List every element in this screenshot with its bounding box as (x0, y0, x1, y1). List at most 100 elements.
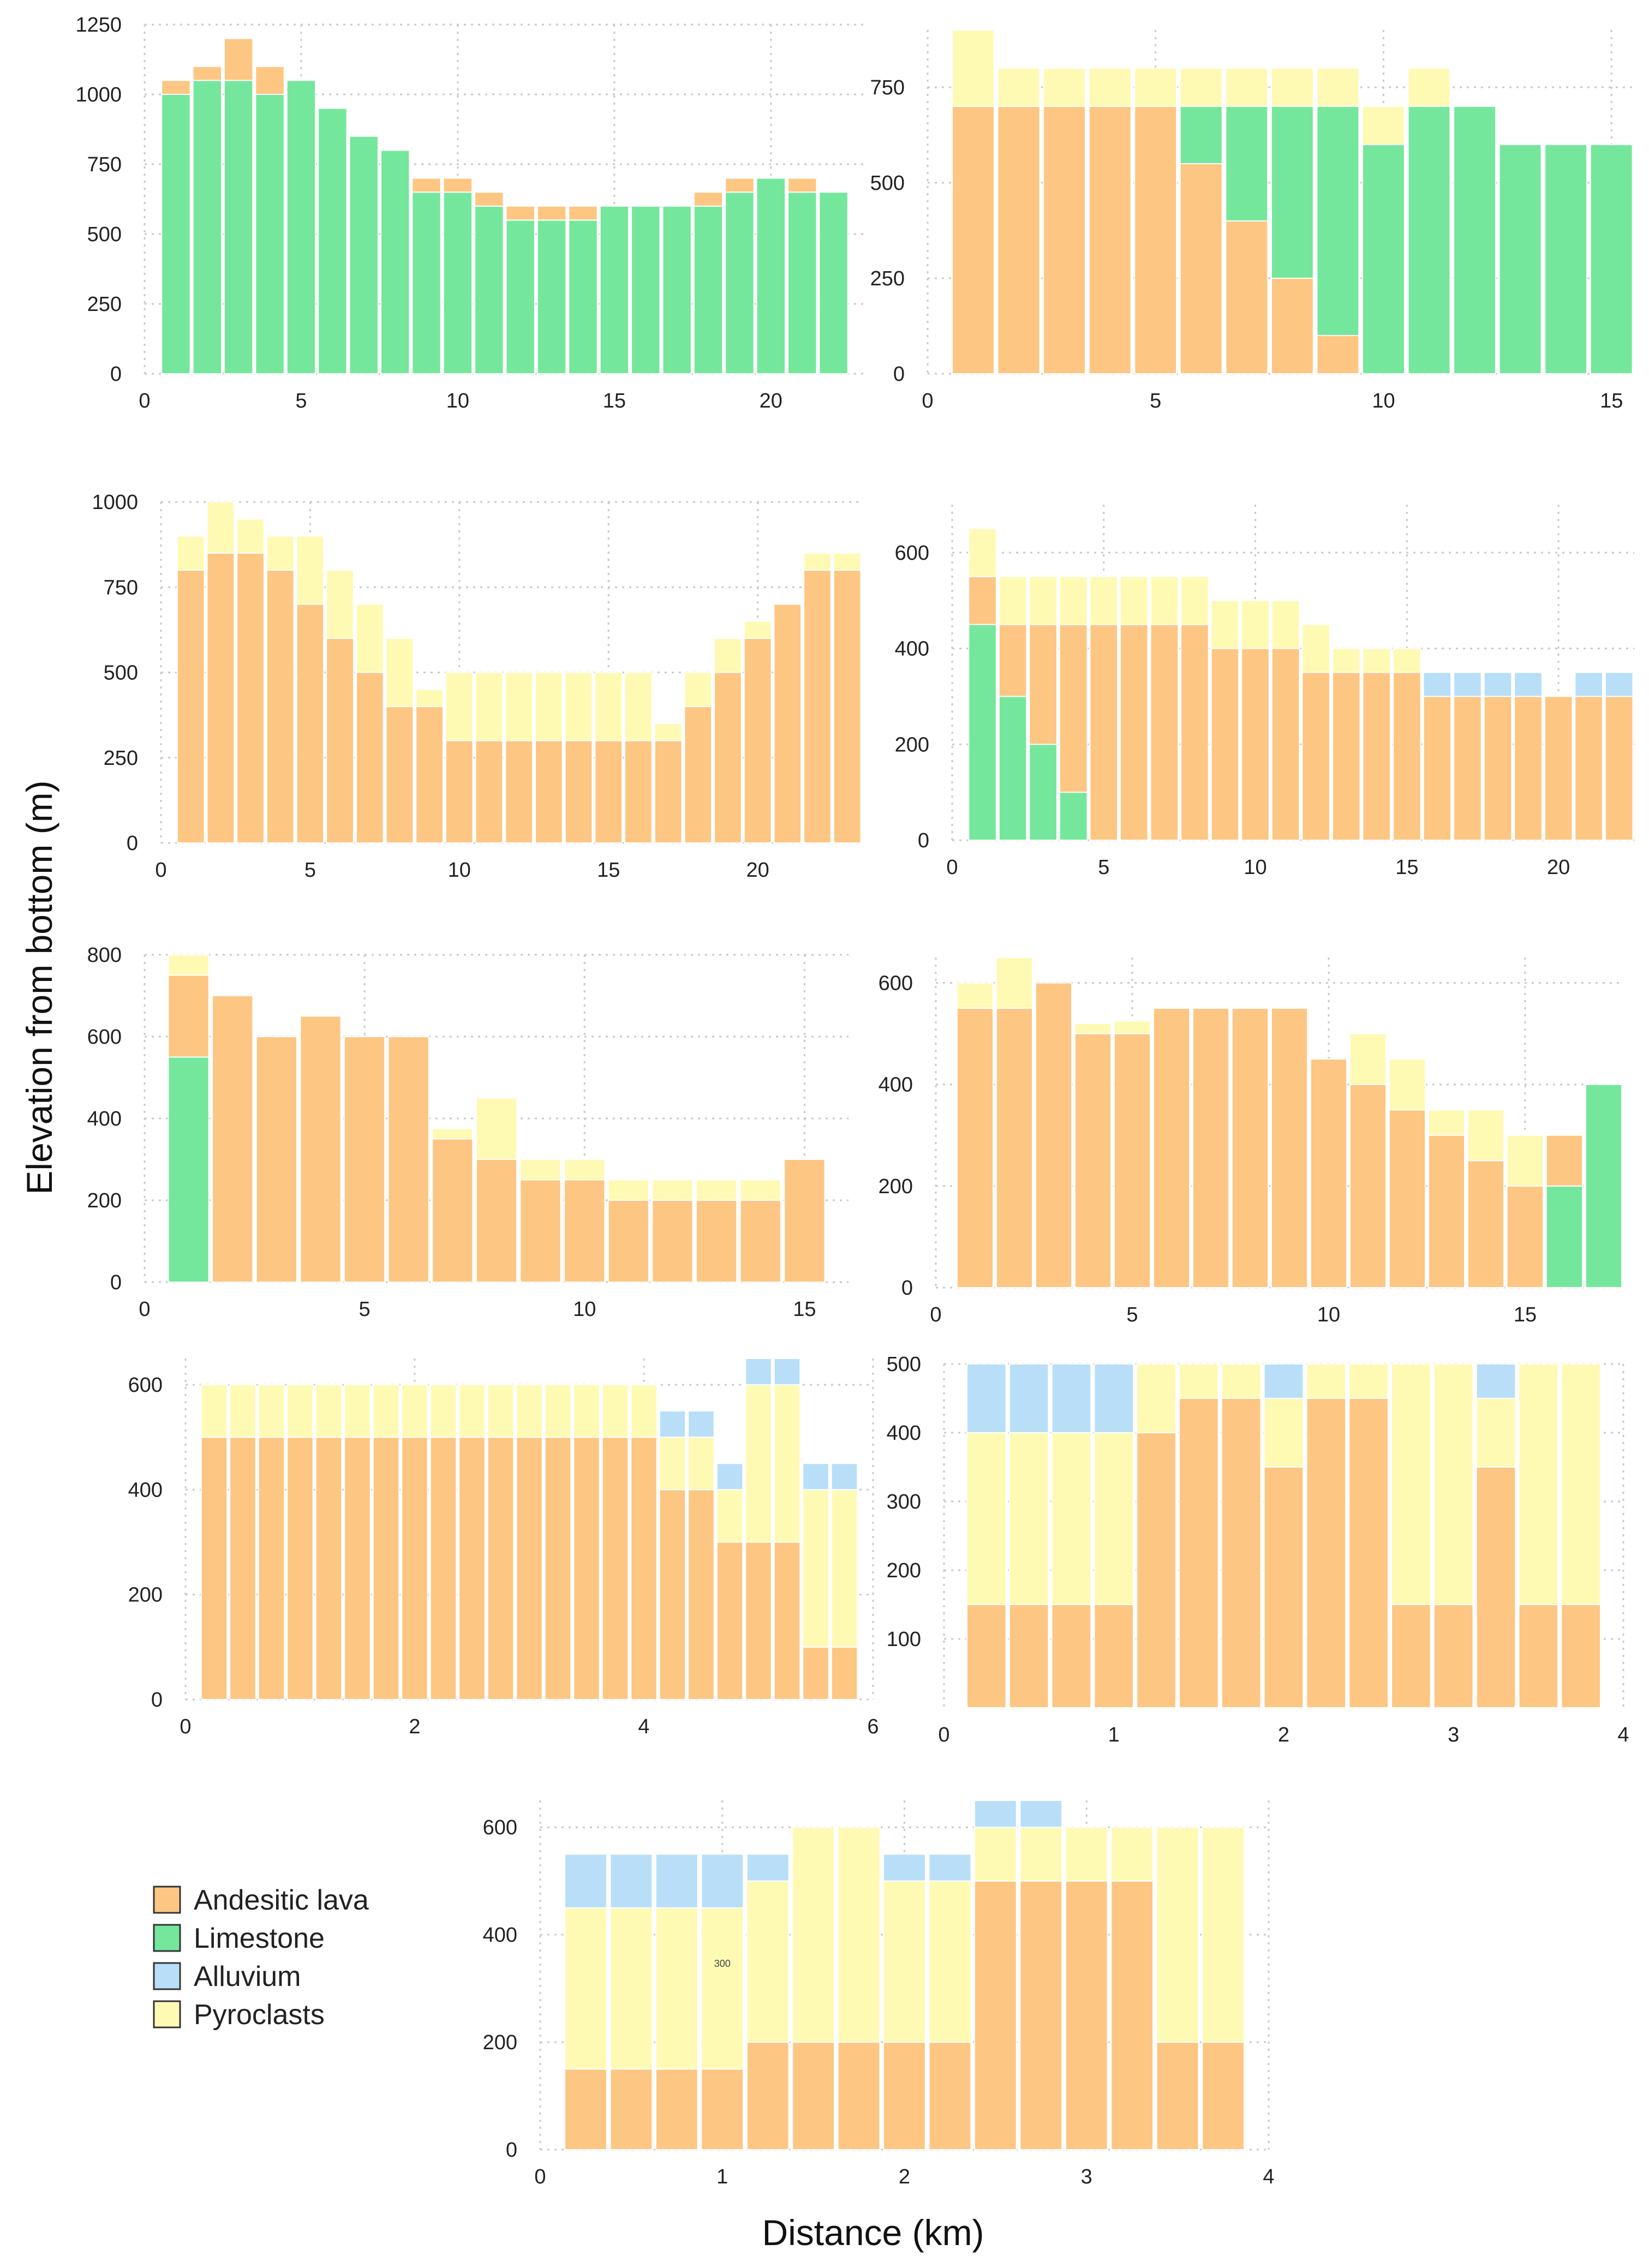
bar-andesitic-lava (487, 1437, 515, 1700)
bar-andesitic-lava (1179, 1398, 1219, 1708)
bar-andesitic-lava (1150, 624, 1179, 841)
bar-pyroclasts (1348, 1363, 1389, 1399)
y-tick-label: 100 (887, 1628, 921, 1651)
bar-andesitic-lava (1156, 2042, 1199, 2150)
bar-andesitic-lava (505, 740, 534, 843)
x-tick-label: 5 (304, 859, 316, 882)
bar-andesitic-lava (387, 1036, 429, 1283)
bar-pyroclasts (1362, 648, 1391, 673)
x-tick-label: 4 (1263, 2165, 1274, 2188)
bar-andesitic-lava (995, 1008, 1033, 1288)
bar-andesitic-lava (429, 1437, 457, 1700)
bar-pyroclasts (973, 1827, 1017, 1882)
bar-andesitic-lava (1202, 2042, 1245, 2150)
bar-pyroclasts (1306, 1363, 1347, 1399)
bar-pyroclasts (564, 1159, 606, 1181)
bar-andesitic-lava (1152, 1008, 1191, 1288)
y-tick-label: 1000 (75, 83, 122, 106)
bar-pyroclasts (716, 1489, 744, 1543)
bar-pyroclasts (684, 672, 713, 707)
bar-pyroclasts (1263, 1398, 1304, 1468)
bar-andesitic-lava (610, 2068, 653, 2150)
bar-alluvium (831, 1463, 858, 1491)
bar-andesitic-lava (684, 706, 713, 843)
y-tick-label: 250 (870, 267, 905, 290)
bar-andesitic-lava (714, 672, 742, 843)
x-tick-label: 0 (938, 1724, 949, 1746)
bar-limestone (1029, 744, 1057, 841)
bar-pyroclasts (1088, 68, 1132, 107)
bar-andesitic-lava (1453, 696, 1482, 841)
bar-pyroclasts (1433, 1363, 1474, 1605)
bar-andesitic-lava (344, 1437, 371, 1700)
chart-panel-1: 0 5 10 15 20 0 250 500 750 1000 1250 (75, 14, 865, 412)
bar-andesitic-lava (326, 638, 354, 843)
bar-andesitic-lava (787, 177, 817, 193)
chart-panel-9: 0 1 2 3 4 0 200 400 600 (483, 1800, 1275, 2188)
y-tick-label: 600 (128, 1374, 163, 1397)
bar-andesitic-lava (286, 1437, 314, 1700)
bar-pyroclasts (516, 1384, 543, 1438)
bar-pyroclasts (1065, 1827, 1108, 1882)
x-tick-label: 0 (155, 859, 166, 882)
bar-andesitic-lava (968, 576, 997, 625)
y-tick-label: 200 (128, 1584, 163, 1607)
bar-andesitic-lava (1179, 163, 1223, 374)
y-tick-label: 500 (87, 223, 122, 246)
bar-pyroclasts (1074, 1023, 1112, 1034)
x-tick-label: 15 (603, 390, 626, 412)
x-tick-label: 6 (867, 1715, 879, 1738)
bar-andesitic-lava (1423, 696, 1452, 841)
bar-andesitic-lava (266, 570, 295, 843)
chart-panel-7: 0 2 4 6 0 200 400 600 (128, 1358, 879, 1738)
legend-swatch-pyroclasts (153, 2000, 181, 2028)
legend-label-pyroclasts: Pyroclasts (194, 1999, 325, 2031)
legend-label-andesitic-lava: Andesitic lava (194, 1884, 369, 1916)
bar-andesitic-lava (415, 706, 444, 843)
bar-limestone (662, 205, 692, 374)
y-tick-label: 750 (870, 76, 905, 99)
bar-pyroclasts (624, 672, 653, 741)
bar-pyroclasts (1110, 1827, 1154, 1882)
x-tick-label: 10 (573, 1298, 596, 1321)
bar-pyroclasts (544, 1384, 572, 1438)
legend-item-andesitic-lava: Andesitic lava (153, 1884, 369, 1916)
bar-alluvium (745, 1358, 772, 1386)
bar-andesitic-lava (315, 1437, 343, 1700)
bar-pyroclasts (659, 1437, 686, 1491)
bar-andesitic-lava (1310, 1058, 1348, 1288)
bar-limestone (1590, 144, 1633, 374)
bar-limestone (443, 192, 473, 374)
bar-andesitic-lava (1035, 982, 1073, 1288)
bar-alluvium (1094, 1363, 1134, 1433)
bar-limestone (161, 94, 191, 374)
bar-andesitic-lava (505, 205, 535, 221)
y-tick-label: 0 (506, 2139, 517, 2162)
bar-pyroclasts (655, 1907, 698, 2070)
bar-andesitic-lava (1008, 1604, 1049, 1708)
bar-pyroclasts (258, 1384, 285, 1438)
bar-andesitic-lava (746, 2042, 790, 2150)
bar-andesitic-lava (519, 1179, 561, 1283)
y-tick-label: 250 (87, 293, 122, 316)
bar-andesitic-lava (792, 2042, 835, 2150)
bar-andesitic-lava (1088, 106, 1132, 374)
bar-limestone (998, 696, 1027, 841)
bar-pyroclasts (200, 1384, 228, 1438)
bar-pyroclasts (564, 1907, 607, 2070)
bar-andesitic-lava (300, 1015, 342, 1283)
bar-pyroclasts (401, 1384, 428, 1438)
bar-andesitic-lava (624, 740, 653, 843)
bar-andesitic-lava (956, 1008, 994, 1288)
bar-limestone (599, 205, 630, 374)
bar-andesitic-lava (1483, 696, 1513, 841)
bar-andesitic-lava (883, 2042, 926, 2150)
bar-limestone (631, 205, 661, 374)
bar-andesitic-lava (743, 638, 772, 843)
bar-pyroclasts (286, 1384, 314, 1438)
bar-andesitic-lava (1506, 1185, 1544, 1289)
x-tick-label: 15 (1395, 856, 1418, 879)
bar-pyroclasts (1388, 1058, 1426, 1111)
bar-pyroclasts (1202, 1827, 1245, 2043)
